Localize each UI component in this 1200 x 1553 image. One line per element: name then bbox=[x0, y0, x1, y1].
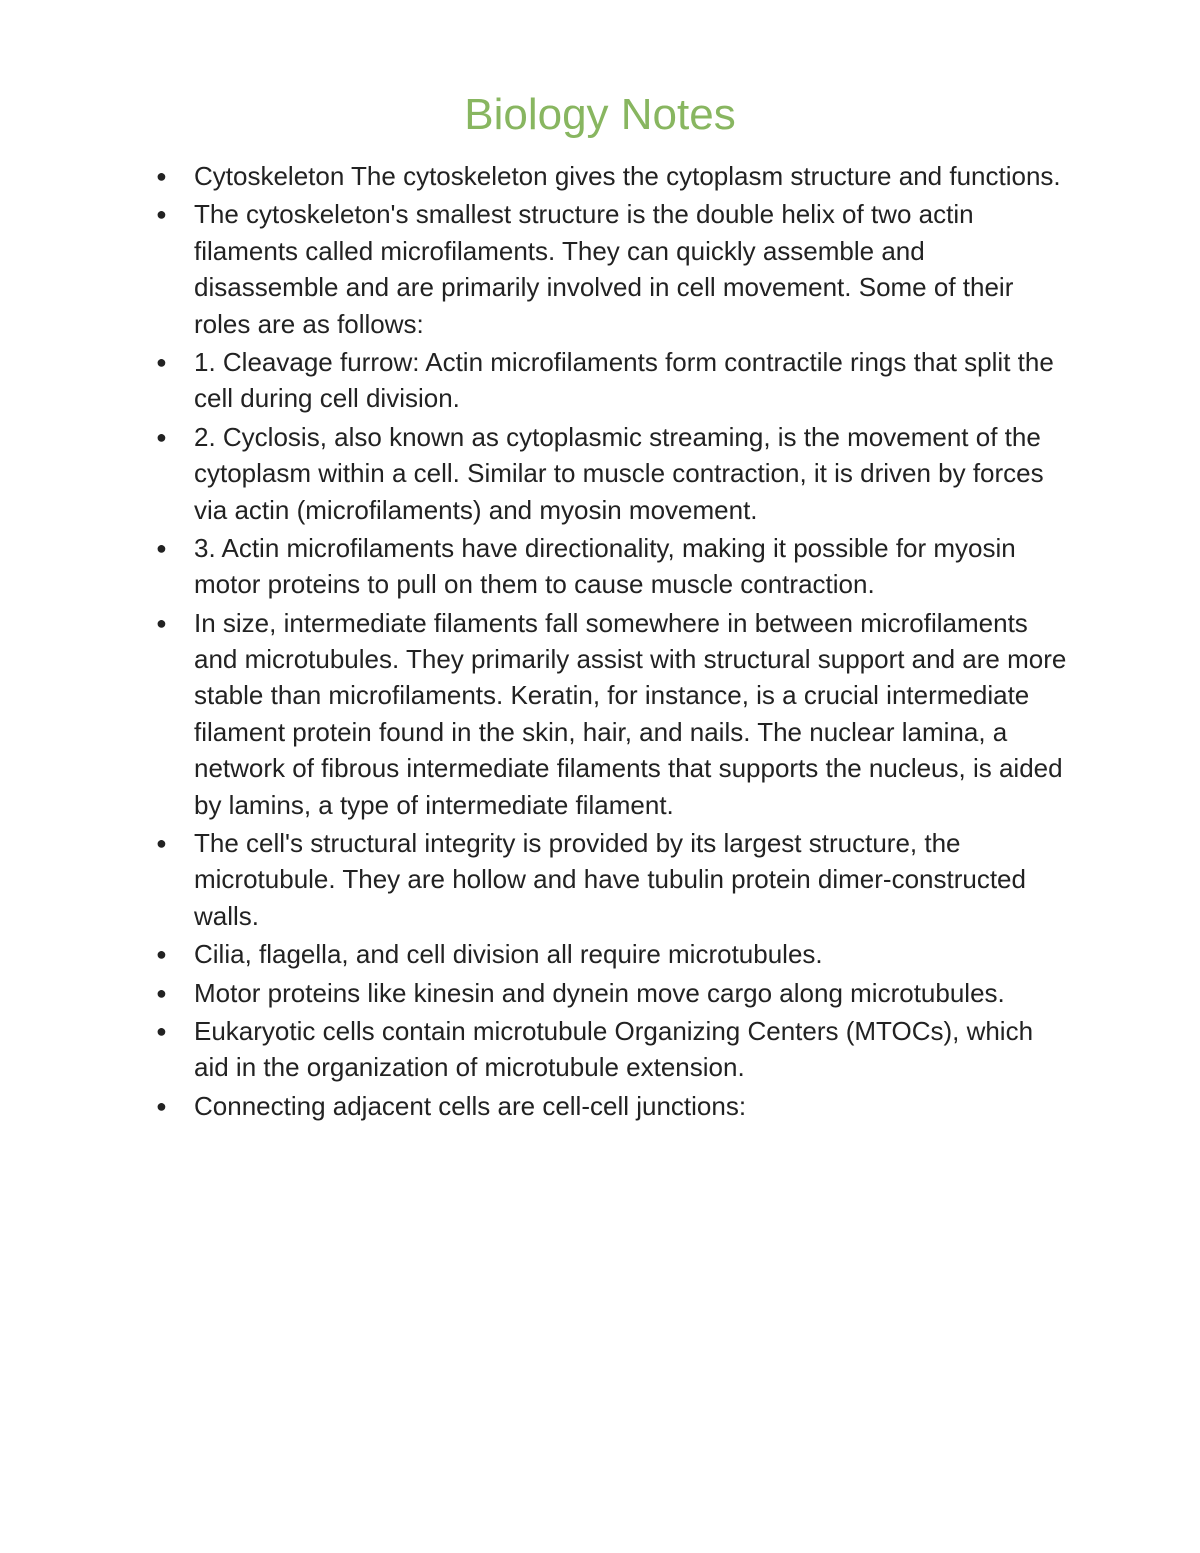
page-title: Biology Notes bbox=[130, 90, 1070, 140]
list-item: In size, intermediate filaments fall som… bbox=[180, 605, 1070, 823]
list-item: 3. Actin microfilaments have directional… bbox=[180, 530, 1070, 603]
list-item: 1. Cleavage furrow: Actin microfilaments… bbox=[180, 344, 1070, 417]
list-item: 2. Cyclosis, also known as cytoplasmic s… bbox=[180, 419, 1070, 528]
list-item: Cytoskeleton The cytoskeleton gives the … bbox=[180, 158, 1070, 194]
list-item: Motor proteins like kinesin and dynein m… bbox=[180, 975, 1070, 1011]
notes-list: Cytoskeleton The cytoskeleton gives the … bbox=[130, 158, 1070, 1124]
list-item: Connecting adjacent cells are cell-cell … bbox=[180, 1088, 1070, 1124]
list-item: Eukaryotic cells contain microtubule Org… bbox=[180, 1013, 1070, 1086]
list-item: The cytoskeleton's smallest structure is… bbox=[180, 196, 1070, 342]
list-item: Cilia, flagella, and cell division all r… bbox=[180, 936, 1070, 972]
list-item: The cell's structural integrity is provi… bbox=[180, 825, 1070, 934]
